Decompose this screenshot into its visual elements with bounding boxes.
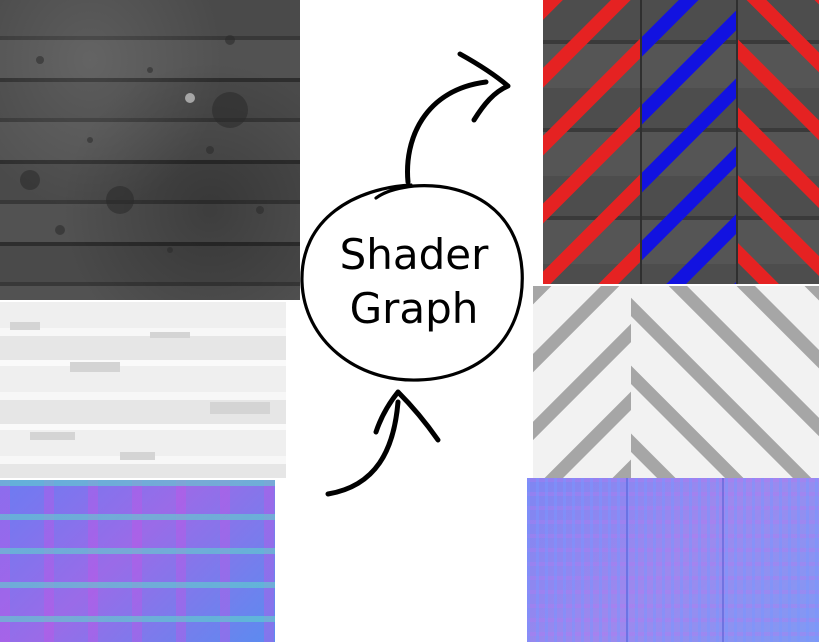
input-arrow	[325, 399, 401, 497]
striped-albedo-texture	[543, 0, 819, 284]
input-arrow-head	[373, 389, 441, 443]
striped-normal-texture	[527, 478, 819, 642]
node-label-line2: Graph	[349, 284, 479, 333]
concrete-normal-texture	[0, 480, 275, 642]
concrete-albedo-texture	[0, 0, 300, 300]
output-arrow-head	[457, 51, 511, 123]
node-outline	[300, 183, 524, 382]
output-arrow	[405, 79, 489, 185]
shader-graph-diagram	[296, 40, 546, 510]
striped-mask-texture	[533, 286, 819, 480]
node-label-line1: Shader	[339, 230, 489, 279]
concrete-mask-texture	[0, 302, 286, 478]
shader-graph-label: Shader Graph	[324, 228, 504, 336]
